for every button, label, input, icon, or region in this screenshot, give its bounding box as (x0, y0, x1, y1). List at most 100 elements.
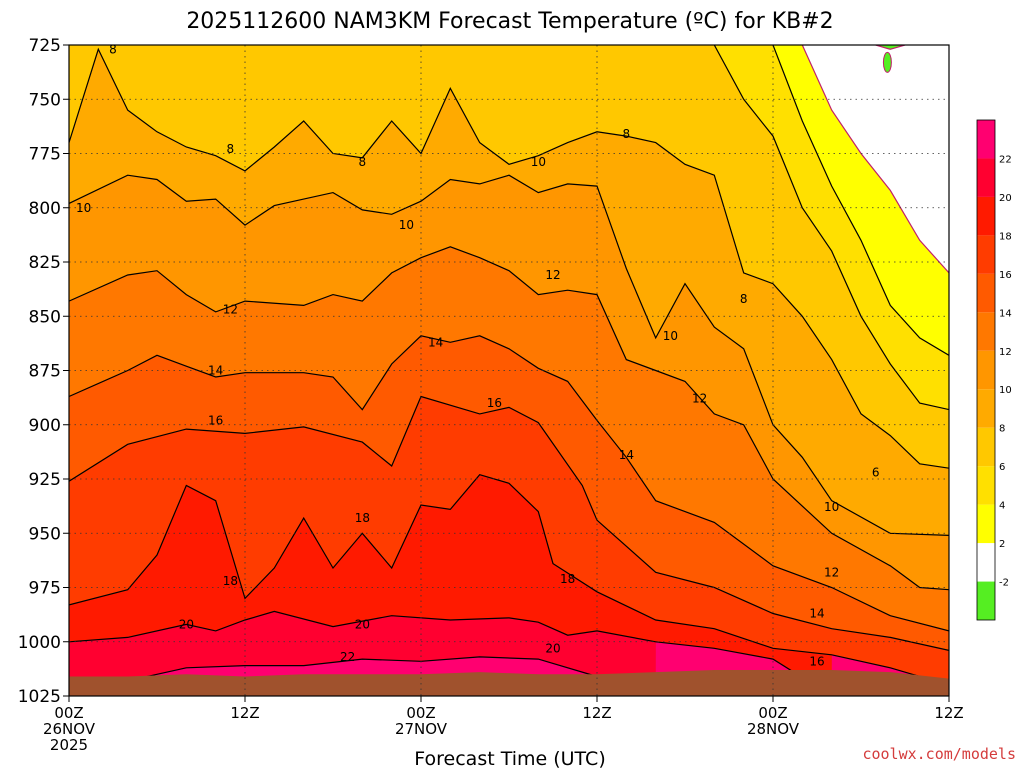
colorbar-swatch (977, 120, 995, 159)
colorbar-swatch (977, 350, 995, 390)
x-tick-label: 26NOV (43, 720, 96, 738)
band-fill-below-8 (69, 45, 949, 469)
colorbar-tick-label: 12 (999, 347, 1012, 358)
x-tick-label: 00Z (406, 704, 435, 722)
x-axis-label: Forecast Time (UTC) (414, 748, 605, 768)
contour-label: 22 (340, 650, 355, 664)
contour-label: 8 (227, 142, 235, 156)
contour-label: 12 (545, 268, 560, 282)
x-tick-label: 28NOV (747, 720, 800, 738)
isotherm-20 (69, 610, 833, 696)
contour-label: 14 (619, 448, 634, 462)
isotherm-22 (69, 656, 656, 696)
contour-label: 18 (560, 572, 575, 586)
contour-label: 8 (623, 127, 631, 141)
contour-label: 20 (355, 617, 370, 631)
colorbar-legend: -2 2 4 6 8 10 12 14 16 18 20 22 (976, 119, 1012, 621)
plot-area: 8 8 8 8 8 10 10 10 10 10 12 12 12 12 14 14 14 14 16 16 16 18 1… (69, 42, 949, 696)
colorbar-swatch (977, 427, 995, 467)
colorbar-tick-label: 14 (999, 308, 1012, 319)
contour-label: 14 (208, 364, 223, 378)
isotherm--2 (875, 45, 906, 50)
contour-label: 8 (740, 292, 748, 306)
colorbar-frame (976, 119, 996, 621)
isotherm-14 (69, 335, 949, 632)
x-tick-label: 2025 (50, 736, 88, 754)
isotherm-12 (69, 246, 949, 591)
site-credit: coolwx.com/models (862, 745, 1016, 763)
colorbar-swatch (977, 543, 995, 582)
y-tick-label: 825 (29, 253, 61, 273)
contour-label: 8 (109, 42, 117, 56)
contour-label: 18 (223, 574, 238, 588)
colorbar-swatch (977, 504, 995, 544)
cold-pocket-blob (882, 51, 892, 73)
y-tick-label: 775 (29, 145, 61, 165)
colorbar-tick-label: 8 (999, 424, 1005, 435)
contour-label: 20 (179, 617, 194, 631)
colorbar-tick-label: 6 (999, 462, 1005, 473)
isotherm-18 (69, 474, 949, 686)
colorbar-tick-label: 10 (999, 385, 1012, 396)
contour-label: 18 (355, 511, 370, 525)
contour-label: 10 (824, 500, 839, 514)
contour-label: 20 (545, 641, 560, 655)
contour-label: 10 (76, 201, 91, 215)
x-tick-label: 12Z (582, 704, 611, 722)
y-tick-label: 1025 (18, 687, 61, 707)
contour-label: 16 (208, 413, 223, 427)
y-tick-label: 975 (29, 579, 61, 599)
y-tick-label: 925 (29, 470, 61, 490)
colorbar-swatch (977, 389, 995, 428)
contour-label: 12 (223, 303, 238, 317)
y-tick-label: 725 (29, 36, 61, 56)
contour-label: 10 (531, 155, 546, 169)
x-tick-label: 00Z (758, 704, 787, 722)
colorbar-tick-label: 2 (999, 539, 1005, 550)
band-fill-below-2 (802, 45, 949, 273)
y-tick-label: 800 (29, 199, 61, 219)
colorbar-swatch (977, 273, 995, 313)
contour-label: 6 (872, 465, 880, 479)
y-tick-label: 850 (29, 307, 61, 327)
isotherm-2 (801, 45, 949, 274)
contour-label: 14 (428, 335, 443, 349)
y-tick-label: 900 (29, 416, 61, 436)
colorbar-swatch (977, 312, 995, 351)
x-tick-label: 12Z (230, 704, 259, 722)
y-tick-label: 1000 (18, 633, 61, 653)
y-tick-label: 875 (29, 362, 61, 382)
colorbar-swatch (977, 581, 995, 620)
colorbar-swatch (977, 196, 995, 236)
contour-label: 8 (359, 155, 367, 169)
colorbar-tick-label: -2 (999, 578, 1009, 589)
colorbar-swatch (977, 466, 995, 505)
colorbar-tick-label: 22 (999, 154, 1012, 165)
colorbar-swatch (977, 235, 995, 274)
colorbar-swatch (977, 158, 995, 197)
contour-label: 14 (809, 607, 824, 621)
x-tick-label: 00Z (54, 704, 83, 722)
y-tick-label: 750 (29, 90, 61, 110)
contour-label: 10 (663, 329, 678, 343)
y-tick-label: 950 (29, 524, 61, 544)
x-tick-label: 27NOV (395, 720, 448, 738)
colorbar-tick-label: 4 (999, 501, 1005, 512)
contour-label: 16 (809, 654, 824, 668)
y-axis: 725 750 775 800 825 850 875 900 925 950 975 1000 102… (18, 36, 69, 707)
contour-label: 16 (487, 396, 502, 410)
colorbar-tick-label: 20 (999, 193, 1012, 204)
isotherm-8 (69, 47, 949, 469)
isotherm-4 (772, 45, 949, 356)
x-tick-label: 12Z (934, 704, 963, 722)
ground-surface (69, 670, 949, 696)
colorbar-tick-label: 18 (999, 231, 1012, 242)
contour-label: 10 (399, 218, 414, 232)
band-fill-below--2 (875, 45, 905, 50)
isotherm-6 (713, 45, 949, 411)
chart-title: 2025112600 NAM3KM Forecast Temperature (… (186, 9, 833, 34)
isotherm-16 (69, 395, 949, 651)
contour-label: 12 (824, 565, 839, 579)
